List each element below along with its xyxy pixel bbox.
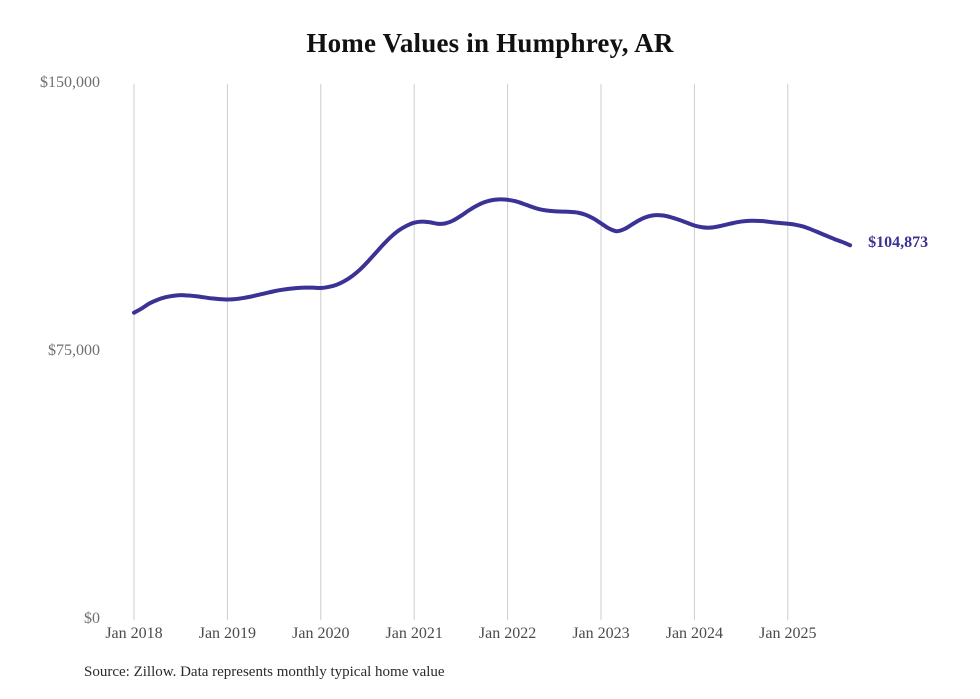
x-tick-label: Jan 2018 [105, 625, 163, 642]
y-tick-label: $150,000 [40, 74, 100, 91]
home-value-line-series [132, 197, 853, 315]
vertical-gridlines [133, 84, 789, 620]
end-value-label: $104,873 [868, 234, 929, 252]
x-tick-label: Jan 2021 [385, 625, 443, 642]
source-note: Source: Zillow. Data represents monthly … [84, 664, 445, 680]
chart-title: Home Values in Humphrey, AR [306, 28, 674, 58]
y-tick-label: $75,000 [48, 342, 100, 359]
x-tick-label: Jan 2023 [572, 625, 630, 642]
x-tick-label: Jan 2022 [478, 625, 537, 642]
x-tick-label: Jan 2019 [198, 625, 257, 642]
y-tick-label: $0 [84, 610, 100, 627]
x-tick-label: Jan 2025 [759, 625, 817, 642]
x-tick-label: Jan 2024 [665, 625, 724, 642]
x-tick-label: Jan 2020 [292, 625, 350, 642]
